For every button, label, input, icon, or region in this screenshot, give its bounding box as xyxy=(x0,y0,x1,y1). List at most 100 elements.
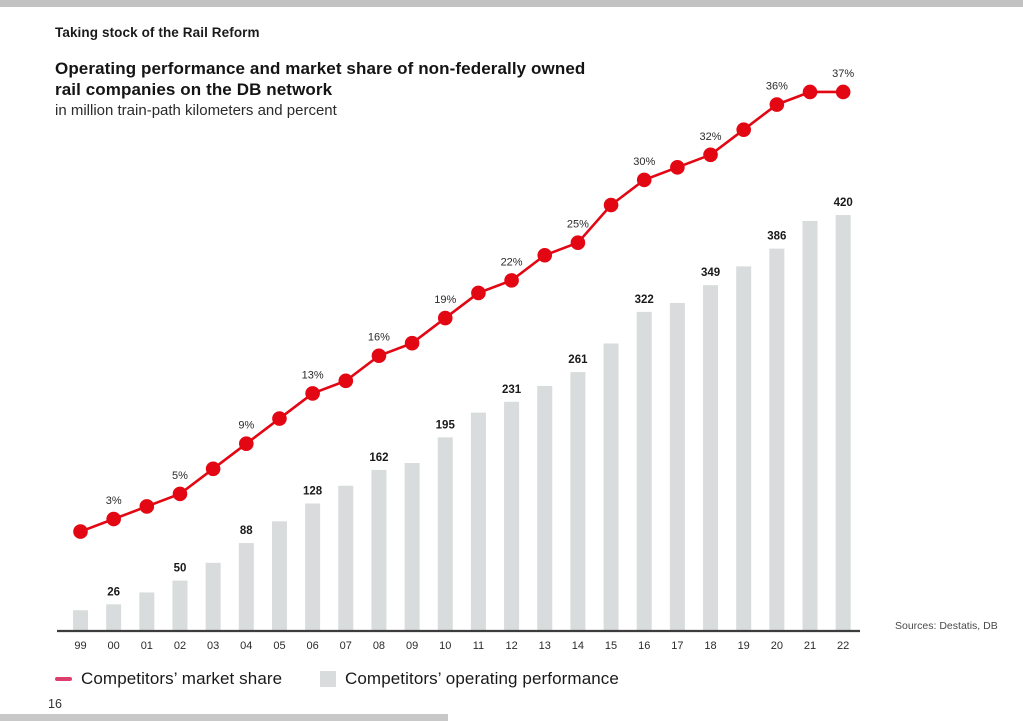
x-tick-17: 17 xyxy=(671,640,683,652)
x-tick-12: 12 xyxy=(505,640,517,652)
bar-03 xyxy=(205,562,221,630)
data-point-14 xyxy=(570,235,586,250)
x-tick-00: 00 xyxy=(108,640,120,652)
data-point-06 xyxy=(305,386,320,401)
bar-label-22: 420 xyxy=(834,197,853,209)
bar-14 xyxy=(570,372,586,630)
bar-11 xyxy=(470,412,486,630)
x-tick-07: 07 xyxy=(340,640,352,652)
bar-00 xyxy=(106,604,122,630)
legend-label-operating-performance: Competitors’ operating performance xyxy=(345,669,619,688)
bar-label-20: 386 xyxy=(767,231,786,243)
x-tick-19: 19 xyxy=(738,640,750,652)
section-heading: Taking stock of the Rail Reform xyxy=(55,25,260,40)
x-tick-11: 11 xyxy=(473,640,484,652)
bar-label-18: 349 xyxy=(701,267,720,279)
x-tick-01: 01 xyxy=(141,640,153,652)
data-point-00 xyxy=(106,511,121,527)
bar-label-06: 128 xyxy=(303,486,323,498)
bar-13 xyxy=(537,385,553,630)
bar-label-10: 195 xyxy=(436,419,456,431)
sources-note: Sources: Destatis, DB xyxy=(895,620,998,632)
x-tick-06: 06 xyxy=(306,640,318,652)
data-point-22 xyxy=(835,84,851,100)
page-number: 16 xyxy=(48,697,62,711)
bar-05 xyxy=(271,521,287,630)
data-point-03 xyxy=(205,461,221,477)
x-tick-18: 18 xyxy=(704,640,716,652)
bar-17 xyxy=(669,302,685,630)
data-point-08 xyxy=(371,348,387,364)
pct-label-08: 16% xyxy=(368,332,390,344)
bar-07 xyxy=(338,485,354,630)
data-point-12 xyxy=(504,273,519,288)
x-tick-20: 20 xyxy=(771,640,783,652)
chart-title: Operating performance and market share o… xyxy=(55,58,585,100)
x-tick-02: 02 xyxy=(174,640,186,652)
x-tick-03: 03 xyxy=(207,640,219,652)
bar-15 xyxy=(603,343,619,630)
x-tick-99: 99 xyxy=(74,640,86,652)
page-top-edge xyxy=(0,0,1023,7)
pct-label-06: 13% xyxy=(302,369,324,381)
bar-09 xyxy=(404,463,420,630)
bar-01 xyxy=(139,592,155,630)
bar-label-00: 26 xyxy=(107,586,120,598)
chart-legend: Competitors’ market share Competitors’ o… xyxy=(55,668,619,690)
data-point-13 xyxy=(537,247,553,263)
x-tick-09: 09 xyxy=(406,640,418,652)
bar-22 xyxy=(835,215,851,631)
data-point-17 xyxy=(670,160,685,175)
pct-label-02: 5% xyxy=(172,470,188,482)
data-point-09 xyxy=(404,335,420,351)
bar-18 xyxy=(703,285,719,630)
data-point-02 xyxy=(172,486,188,502)
bar-label-04: 88 xyxy=(240,525,253,537)
data-point-07 xyxy=(338,373,354,389)
bar-19 xyxy=(736,266,752,630)
data-point-18 xyxy=(703,147,718,163)
legend-item-operating-performance: Competitors’ operating performance xyxy=(320,669,619,689)
data-point-01 xyxy=(139,499,155,514)
x-tick-21: 21 xyxy=(804,640,816,652)
pct-label-00: 3% xyxy=(106,495,122,507)
x-tick-15: 15 xyxy=(605,640,617,652)
data-point-11 xyxy=(471,285,486,301)
x-tick-10: 10 xyxy=(439,640,451,652)
legend-item-market-share: Competitors’ market share xyxy=(55,669,320,689)
bar-10 xyxy=(437,437,453,630)
pct-label-18: 32% xyxy=(700,131,722,143)
data-point-05 xyxy=(272,411,287,426)
data-point-99 xyxy=(73,524,88,539)
bar-08 xyxy=(371,469,387,630)
data-point-16 xyxy=(636,172,652,188)
data-point-21 xyxy=(802,84,818,100)
pct-label-22: 37% xyxy=(832,68,854,80)
pct-label-14: 25% xyxy=(567,219,589,231)
market-share-line xyxy=(80,90,844,533)
data-point-04 xyxy=(239,436,254,451)
x-tick-13: 13 xyxy=(539,640,551,652)
bar-12 xyxy=(504,401,520,630)
pct-label-20: 36% xyxy=(766,81,788,93)
bar-label-16: 322 xyxy=(635,294,654,306)
bar-21 xyxy=(802,220,818,630)
chart-title-line1: Operating performance and market share o… xyxy=(55,59,586,78)
bar-20 xyxy=(769,248,785,630)
bar-label-08: 162 xyxy=(369,452,388,464)
bar-label-02: 50 xyxy=(174,563,187,575)
x-tick-16: 16 xyxy=(638,640,650,652)
data-point-15 xyxy=(603,197,619,213)
data-point-19 xyxy=(736,122,751,137)
gray-square-icon xyxy=(320,671,336,687)
pct-label-12: 22% xyxy=(501,256,523,268)
pct-label-10: 19% xyxy=(434,294,456,306)
legend-label-market-share: Competitors’ market share xyxy=(81,669,283,688)
red-dash-icon xyxy=(55,677,72,681)
data-point-10 xyxy=(437,310,453,326)
x-tick-05: 05 xyxy=(273,640,285,652)
bar-02 xyxy=(172,580,188,630)
x-tick-04: 04 xyxy=(240,640,252,652)
